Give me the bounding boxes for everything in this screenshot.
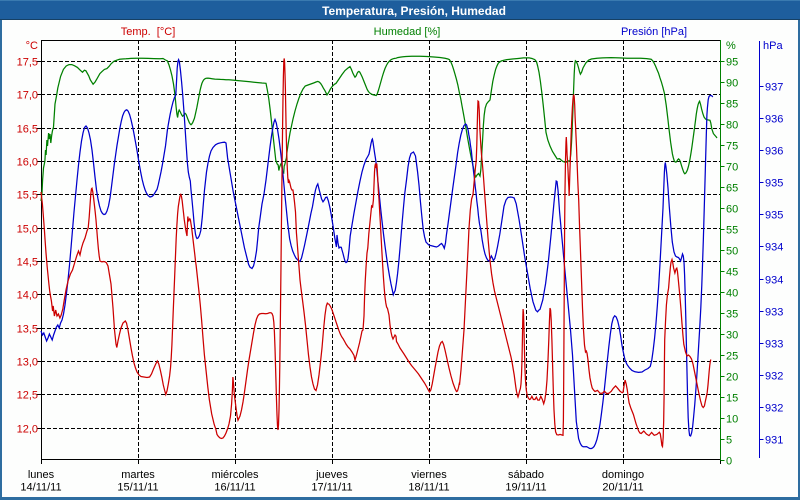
svg-text:°C: °C (26, 40, 38, 52)
svg-text:14/11/11: 14/11/11 (20, 482, 61, 494)
svg-text:45: 45 (726, 267, 738, 279)
svg-text:934: 934 (765, 242, 783, 254)
svg-text:75: 75 (726, 141, 738, 153)
svg-text:933: 933 (765, 339, 783, 351)
svg-text:60: 60 (726, 204, 738, 216)
svg-text:80: 80 (726, 120, 738, 132)
svg-text:934: 934 (765, 275, 783, 287)
svg-text:domingo: domingo (602, 469, 644, 481)
svg-text:55: 55 (726, 225, 738, 237)
svg-text:10: 10 (726, 414, 738, 426)
svg-text:5: 5 (726, 435, 732, 447)
svg-text:14,0: 14,0 (17, 290, 38, 302)
svg-text:13,5: 13,5 (17, 324, 38, 336)
svg-text:hPa: hPa (763, 40, 783, 52)
svg-text:17,0: 17,0 (17, 90, 38, 102)
svg-text:25: 25 (726, 351, 738, 363)
svg-text:15,5: 15,5 (17, 190, 38, 202)
svg-text:16,5: 16,5 (17, 124, 38, 136)
svg-text:martes: martes (121, 469, 155, 481)
svg-text:jueves: jueves (315, 469, 348, 481)
svg-text:933: 933 (765, 307, 783, 319)
svg-text:16/11/11: 16/11/11 (214, 482, 255, 494)
svg-text:15/11/11: 15/11/11 (117, 482, 158, 494)
svg-text:40: 40 (726, 288, 738, 300)
svg-text:14,5: 14,5 (17, 257, 38, 269)
svg-text:937: 937 (765, 82, 783, 94)
svg-text:lunes: lunes (28, 469, 55, 481)
svg-text:30: 30 (726, 330, 738, 342)
svg-text:936: 936 (765, 114, 783, 126)
svg-text:935: 935 (765, 178, 783, 190)
svg-text:931: 931 (765, 435, 783, 447)
svg-text:95: 95 (726, 57, 738, 69)
svg-text:Presión [hPa]: Presión [hPa] (621, 26, 687, 38)
svg-text:50: 50 (726, 246, 738, 258)
svg-text:17/11/11: 17/11/11 (311, 482, 352, 494)
svg-text:13,0: 13,0 (17, 357, 38, 369)
svg-text:16,0: 16,0 (17, 157, 38, 169)
svg-text:20/11/11: 20/11/11 (602, 482, 643, 494)
svg-text:935: 935 (765, 210, 783, 222)
svg-text:15,0: 15,0 (17, 224, 38, 236)
svg-text:35: 35 (726, 309, 738, 321)
svg-text:932: 932 (765, 371, 783, 383)
svg-text:17,5: 17,5 (17, 57, 38, 69)
svg-text:viernes: viernes (411, 469, 447, 481)
svg-text:Humedad [%]: Humedad [%] (374, 26, 441, 38)
svg-text:90: 90 (726, 78, 738, 90)
svg-text:%: % (726, 40, 736, 52)
svg-text:Temp. [°C]: Temp. [°C] (121, 26, 176, 38)
svg-text:18/11/11: 18/11/11 (408, 482, 449, 494)
svg-text:19/11/11: 19/11/11 (505, 482, 546, 494)
svg-text:65: 65 (726, 183, 738, 195)
svg-text:932: 932 (765, 403, 783, 415)
svg-text:15: 15 (726, 393, 738, 405)
svg-text:12,0: 12,0 (17, 424, 38, 436)
svg-text:70: 70 (726, 162, 738, 174)
svg-text:miércoles: miércoles (211, 469, 259, 481)
svg-text:85: 85 (726, 99, 738, 111)
svg-text:0: 0 (726, 456, 732, 468)
svg-text:sábado: sábado (508, 469, 544, 481)
svg-text:20: 20 (726, 372, 738, 384)
svg-text:936: 936 (765, 146, 783, 158)
svg-text:12,5: 12,5 (17, 390, 38, 402)
